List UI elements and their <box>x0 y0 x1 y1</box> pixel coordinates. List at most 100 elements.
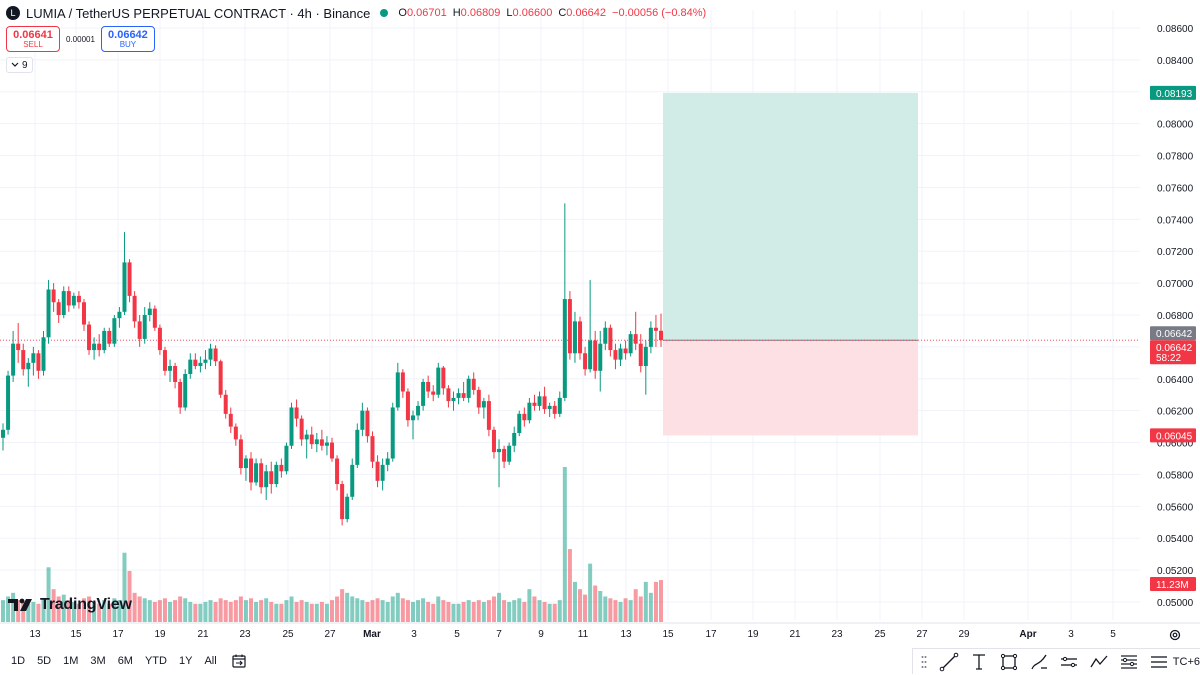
timeframe-1y[interactable]: 1Y <box>178 654 193 667</box>
ohlc-key: L <box>506 7 513 19</box>
timezone-label[interactable]: TC+6 <box>1172 655 1200 668</box>
date-range-icon[interactable] <box>231 653 247 669</box>
drag-handle-icon[interactable] <box>919 651 929 673</box>
price-badge-bg <box>1150 340 1196 365</box>
more-tools-icon[interactable] <box>1149 651 1169 673</box>
candle <box>441 366 446 395</box>
volume-bar <box>152 601 157 622</box>
candle <box>613 343 618 370</box>
trend-line-icon[interactable] <box>939 651 959 673</box>
candle-body <box>76 295 81 303</box>
volume-bar <box>66 600 71 622</box>
volume-bar <box>299 600 304 622</box>
candle-body <box>213 348 218 362</box>
price-label-badge[interactable]: 0.06642 <box>1150 326 1196 341</box>
market-status-icon[interactable] <box>380 9 389 17</box>
stop-loss-zone[interactable] <box>663 340 918 436</box>
candle-body <box>340 484 345 520</box>
candle <box>41 330 46 376</box>
candle-body <box>390 407 395 459</box>
candle <box>259 458 264 494</box>
price-label-badge[interactable]: 0.06045 <box>1150 428 1196 443</box>
sell-label: SELL <box>23 39 43 49</box>
timeframe-1m[interactable]: 1M <box>63 654 79 667</box>
buy-button[interactable]: 0.06642 BUY <box>100 26 155 52</box>
candle-body <box>319 439 324 446</box>
parallel-channel-icon[interactable] <box>1059 651 1079 673</box>
candle-body <box>259 463 264 488</box>
indicators-toggle-button[interactable]: 9 <box>6 57 33 73</box>
rectangle-icon[interactable] <box>999 651 1019 673</box>
price-label-badge[interactable]: 0.08193 <box>1150 85 1196 100</box>
symbol-logo-icon[interactable]: L <box>6 6 20 20</box>
timeframe-3m[interactable]: 3M <box>90 654 106 667</box>
candle <box>46 279 51 344</box>
indicators-count: 9 <box>22 59 28 71</box>
candle-body <box>481 401 486 408</box>
candle <box>335 455 340 491</box>
volume-bar <box>416 600 421 622</box>
trade-panel: 0.06641 SELL 0.00001 0.06642 BUY <box>6 26 155 52</box>
candle <box>162 346 167 376</box>
candle <box>218 359 223 398</box>
price-badge-bg <box>1150 428 1196 443</box>
timeframe-6m[interactable]: 6M <box>117 654 133 667</box>
candle <box>547 402 552 418</box>
symbol-title[interactable]: LUMIA / TetherUS PERPETUAL CONTRACT · 4h… <box>26 5 371 21</box>
polyline-icon[interactable] <box>1089 651 1109 673</box>
candle <box>127 259 132 303</box>
take-profit-zone[interactable] <box>663 92 918 341</box>
price-label-badge[interactable]: 11.23M <box>1150 577 1196 591</box>
timeframe-ytd[interactable]: YTD <box>144 654 167 667</box>
candle <box>31 346 36 376</box>
candle <box>567 291 572 360</box>
time-tick-label: 21 <box>197 629 209 640</box>
time-tick-label: 27 <box>916 629 928 640</box>
price-tick-label: 0.06800 <box>1157 311 1194 322</box>
candle-body <box>441 367 446 389</box>
fib-retracement-icon[interactable] <box>1119 651 1139 673</box>
time-tick-label: 19 <box>747 629 759 640</box>
time-tick-label: 7 <box>496 629 502 640</box>
volume-bar <box>446 601 451 622</box>
candle-body <box>324 442 329 446</box>
candle <box>572 311 577 363</box>
tradingview-watermark[interactable]: TradingView <box>8 596 132 614</box>
volume-bar <box>542 601 547 622</box>
candle <box>284 442 289 475</box>
volume-bar <box>162 598 167 622</box>
ohlc-item: O0.06701 <box>398 7 446 19</box>
candle <box>623 340 628 360</box>
timeframe-5d[interactable]: 5D <box>37 654 52 667</box>
timeframe-1d[interactable]: 1D <box>11 654 26 667</box>
text-cursor-icon[interactable] <box>969 651 989 673</box>
timeframe-all[interactable]: All <box>204 654 217 667</box>
brush-icon[interactable] <box>1029 651 1049 673</box>
candle <box>476 386 481 414</box>
candle <box>228 407 233 433</box>
volume-bar <box>335 596 340 622</box>
time-tick-label: 21 <box>789 629 801 640</box>
gear-icon[interactable] <box>1168 628 1182 642</box>
candle-body <box>56 302 61 315</box>
volume-bar <box>476 600 481 622</box>
volume-bar <box>107 603 112 622</box>
sell-button[interactable]: 0.06641 SELL <box>6 26 60 52</box>
candle-body <box>61 291 66 315</box>
volume-bar <box>81 598 86 622</box>
time-tick-label: 17 <box>112 629 124 640</box>
candle-body <box>593 340 598 371</box>
price-tick-label: 0.05200 <box>1157 566 1194 577</box>
candle-body <box>345 496 350 520</box>
candle-body <box>162 350 167 371</box>
candle-body <box>31 353 36 363</box>
volume-bar <box>441 600 446 622</box>
candle <box>81 299 86 331</box>
candle-body <box>203 359 208 363</box>
volume-bar <box>203 601 208 622</box>
candle-body <box>527 402 532 421</box>
volume-bar <box>593 585 598 622</box>
candle <box>92 337 97 360</box>
